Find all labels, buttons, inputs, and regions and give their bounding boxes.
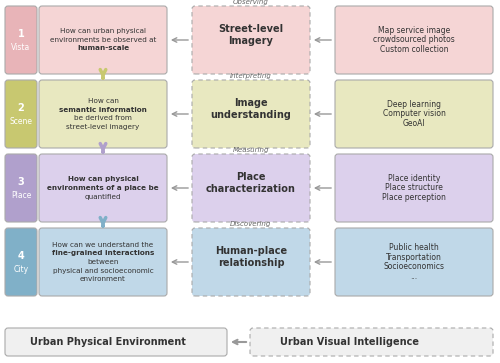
- FancyBboxPatch shape: [39, 154, 167, 222]
- FancyBboxPatch shape: [192, 6, 310, 74]
- Text: GeoAI: GeoAI: [402, 119, 425, 128]
- Text: Image
understanding: Image understanding: [210, 98, 292, 120]
- Text: Place structure: Place structure: [385, 184, 443, 192]
- Text: How can physical: How can physical: [68, 176, 138, 183]
- Text: 3: 3: [18, 177, 24, 187]
- FancyBboxPatch shape: [335, 228, 493, 296]
- Text: environments be observed at: environments be observed at: [50, 37, 156, 43]
- FancyBboxPatch shape: [192, 154, 310, 222]
- Text: Socioeconomics: Socioeconomics: [384, 262, 444, 271]
- Text: human-scale: human-scale: [77, 45, 129, 52]
- Text: Urban Physical Environment: Urban Physical Environment: [30, 337, 186, 347]
- Text: semantic information: semantic information: [59, 107, 147, 113]
- Text: environment: environment: [80, 276, 126, 282]
- Text: street-level imagery: street-level imagery: [66, 124, 140, 130]
- Text: How can urban physical: How can urban physical: [60, 29, 146, 34]
- FancyBboxPatch shape: [5, 228, 37, 296]
- Text: 1: 1: [18, 29, 24, 39]
- FancyBboxPatch shape: [39, 6, 167, 74]
- Text: Custom collection: Custom collection: [380, 45, 448, 54]
- Text: Human-place
relationship: Human-place relationship: [215, 246, 287, 268]
- FancyBboxPatch shape: [250, 328, 493, 356]
- FancyBboxPatch shape: [5, 6, 37, 74]
- Text: environments of a place be: environments of a place be: [47, 185, 159, 191]
- Text: Place: Place: [11, 191, 31, 200]
- Text: Place
characterization: Place characterization: [206, 172, 296, 194]
- Text: 2: 2: [18, 103, 24, 113]
- FancyBboxPatch shape: [335, 80, 493, 148]
- Text: fine-grained interactions: fine-grained interactions: [52, 250, 154, 257]
- Text: crowdsourced photos: crowdsourced photos: [373, 36, 455, 45]
- Text: Public health: Public health: [389, 243, 439, 252]
- Text: Observing: Observing: [233, 0, 269, 5]
- FancyBboxPatch shape: [5, 328, 227, 356]
- Text: between: between: [88, 259, 118, 265]
- Text: quantified: quantified: [84, 193, 122, 200]
- Text: Measuring: Measuring: [233, 147, 269, 153]
- FancyBboxPatch shape: [39, 80, 167, 148]
- Text: Interpreting: Interpreting: [230, 73, 272, 79]
- Text: How can: How can: [88, 98, 118, 104]
- Text: Street-level
Imagery: Street-level Imagery: [218, 24, 284, 46]
- FancyBboxPatch shape: [192, 228, 310, 296]
- Text: Urban Visual Intelligence: Urban Visual Intelligence: [280, 337, 419, 347]
- Text: City: City: [14, 265, 28, 273]
- FancyBboxPatch shape: [5, 80, 37, 148]
- FancyBboxPatch shape: [5, 154, 37, 222]
- Text: Deep learning: Deep learning: [387, 100, 441, 109]
- Text: Scene: Scene: [10, 117, 32, 126]
- FancyBboxPatch shape: [335, 6, 493, 74]
- Text: be derived from: be derived from: [74, 115, 132, 121]
- Text: Computer vision: Computer vision: [382, 110, 446, 118]
- Text: ...: ...: [410, 272, 418, 281]
- Text: 4: 4: [18, 251, 24, 261]
- FancyBboxPatch shape: [335, 154, 493, 222]
- Text: Place perception: Place perception: [382, 193, 446, 202]
- Text: Discovering: Discovering: [230, 221, 272, 227]
- FancyBboxPatch shape: [39, 228, 167, 296]
- FancyBboxPatch shape: [192, 80, 310, 148]
- Text: Vista: Vista: [12, 42, 30, 52]
- Text: physical and socioeconomic: physical and socioeconomic: [52, 268, 154, 273]
- Text: Place identity: Place identity: [388, 174, 440, 183]
- Text: How can we understand the: How can we understand the: [52, 242, 154, 248]
- Text: Map service image: Map service image: [378, 26, 450, 35]
- Text: Transportation: Transportation: [386, 253, 442, 262]
